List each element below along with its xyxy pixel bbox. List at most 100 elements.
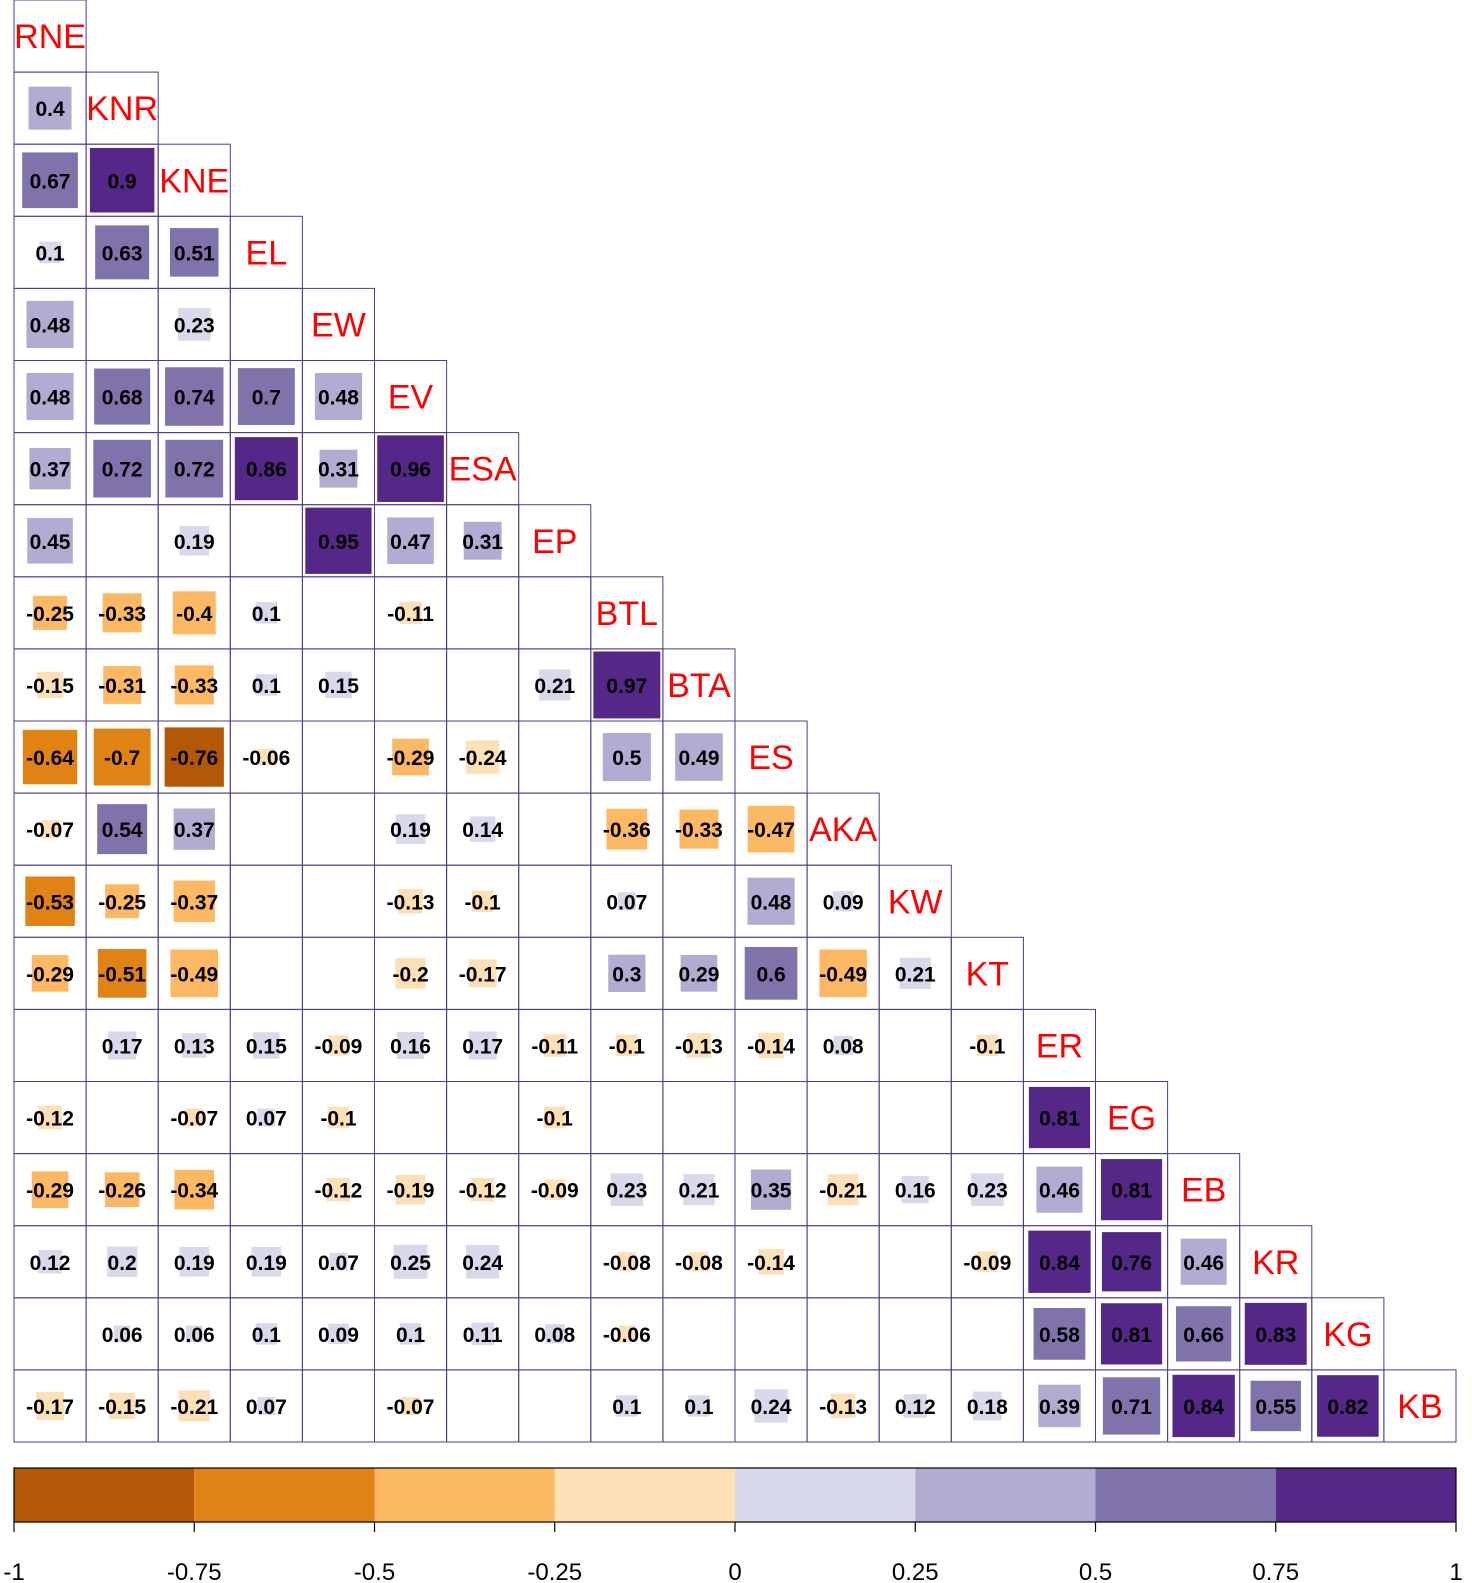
correlation-square <box>26 372 74 421</box>
correlation-square <box>325 671 352 699</box>
correlation-square <box>258 748 275 766</box>
correlation-square <box>395 814 426 844</box>
correlation-square <box>41 820 60 839</box>
correlation-square <box>25 876 75 927</box>
correlation-value: 0.07 <box>246 1108 287 1131</box>
grid-cell <box>301 936 375 1010</box>
correlation-value: -0.34 <box>170 1180 218 1203</box>
correlation-square <box>606 808 648 850</box>
correlation-square <box>465 1245 500 1279</box>
correlation-square <box>39 241 61 264</box>
correlation-value: 0.19 <box>174 1252 215 1275</box>
correlation-value: -0.33 <box>170 675 218 698</box>
correlation-square <box>463 521 502 560</box>
correlation-value: -0.15 <box>26 675 74 698</box>
grid-cell <box>518 792 592 866</box>
correlation-square <box>328 1035 349 1056</box>
variable-label: EV <box>388 379 434 417</box>
correlation-value: 0.1 <box>612 1396 642 1419</box>
correlation-value: 0.14 <box>462 819 503 842</box>
legend-swatch <box>915 1468 1096 1522</box>
correlation-square <box>754 1389 788 1423</box>
correlation-value: 0.46 <box>1039 1180 1080 1203</box>
correlation-square <box>683 1174 715 1206</box>
correlation-value: 0.81 <box>1039 1108 1080 1131</box>
correlation-value: -0.7 <box>104 747 140 770</box>
correlation-value: 0.1 <box>396 1324 426 1347</box>
correlation-square <box>398 888 423 914</box>
correlation-square <box>471 1322 494 1346</box>
correlation-square <box>105 884 140 919</box>
correlation-value: 0.39 <box>1039 1396 1080 1419</box>
grid-cell <box>950 1297 1024 1371</box>
correlation-square <box>93 728 151 786</box>
correlation-square <box>1028 1086 1091 1149</box>
correlation-value: -0.29 <box>387 747 435 770</box>
variable-label: BTL <box>596 595 658 633</box>
grid-cell <box>878 1225 952 1299</box>
correlation-value: 0.95 <box>318 531 359 554</box>
correlation-square <box>234 437 298 501</box>
legend-tick-label: 0.25 <box>892 1559 939 1583</box>
correlation-value: -0.11 <box>531 1035 578 1058</box>
correlation-value: 0.06 <box>102 1324 143 1347</box>
variable-label: EP <box>532 523 577 561</box>
grid-cell <box>446 1369 520 1443</box>
grid-cell <box>301 1369 375 1443</box>
correlation-square <box>185 1108 204 1127</box>
correlation-square <box>106 1246 138 1277</box>
correlation-value: -0.15 <box>98 1396 146 1419</box>
correlation-value: 0.55 <box>1255 1396 1296 1419</box>
correlation-value: 0.4 <box>35 98 65 121</box>
correlation-value: -0.21 <box>170 1396 218 1419</box>
correlation-square <box>97 804 148 855</box>
correlation-value: 0.96 <box>390 459 431 482</box>
correlation-square <box>38 1105 62 1130</box>
correlation-value: 0.35 <box>751 1180 792 1203</box>
grid-cell <box>229 792 303 866</box>
correlation-value: 0.08 <box>534 1324 575 1347</box>
correlation-square <box>1176 1306 1232 1362</box>
correlation-value: 0.67 <box>30 170 71 193</box>
variable-label: EW <box>311 306 366 344</box>
correlation-value: 0.48 <box>751 891 792 914</box>
correlation-value: 0.48 <box>30 387 71 410</box>
correlation-square <box>319 449 358 488</box>
grid-cell <box>229 287 303 361</box>
correlation-value: 0.37 <box>30 459 71 482</box>
correlation-square <box>686 1033 712 1058</box>
correlation-square <box>255 674 278 696</box>
grid-cell <box>446 576 520 650</box>
correlation-value: -0.4 <box>176 603 213 626</box>
correlation-value: 0.24 <box>751 1396 792 1419</box>
correlation-value: 0.81 <box>1111 1180 1152 1203</box>
correlation-square <box>471 890 494 913</box>
correlation-value: 0.11 <box>463 1324 503 1347</box>
variable-label: KT <box>966 955 1009 993</box>
correlation-value: 0.13 <box>174 1035 215 1058</box>
legend-swatch <box>1275 1468 1456 1522</box>
correlation-square <box>93 439 151 498</box>
correlation-square <box>305 507 372 574</box>
grid-cell <box>374 1081 448 1155</box>
correlation-square <box>539 669 571 701</box>
correlation-square <box>976 1034 999 1057</box>
correlation-square <box>758 1032 784 1059</box>
legend-swatch <box>374 1468 555 1522</box>
correlation-value: 0.15 <box>318 675 359 698</box>
correlation-square <box>544 1179 565 1200</box>
correlation-value: 0.12 <box>30 1252 71 1275</box>
variable-label: KNE <box>159 162 229 200</box>
correlation-square <box>22 729 78 785</box>
correlation-square <box>750 1169 792 1210</box>
correlation-square <box>174 665 214 705</box>
correlation-square <box>1033 1307 1086 1360</box>
correlation-value: 0.07 <box>318 1252 359 1275</box>
correlation-square <box>747 877 795 925</box>
correlation-square <box>401 1396 420 1415</box>
correlation-square <box>113 1325 131 1343</box>
correlation-value: 0.23 <box>606 1180 647 1203</box>
correlation-value: -0.14 <box>747 1035 795 1058</box>
variable-label: ER <box>1036 1027 1083 1065</box>
correlation-square <box>1101 1232 1162 1292</box>
